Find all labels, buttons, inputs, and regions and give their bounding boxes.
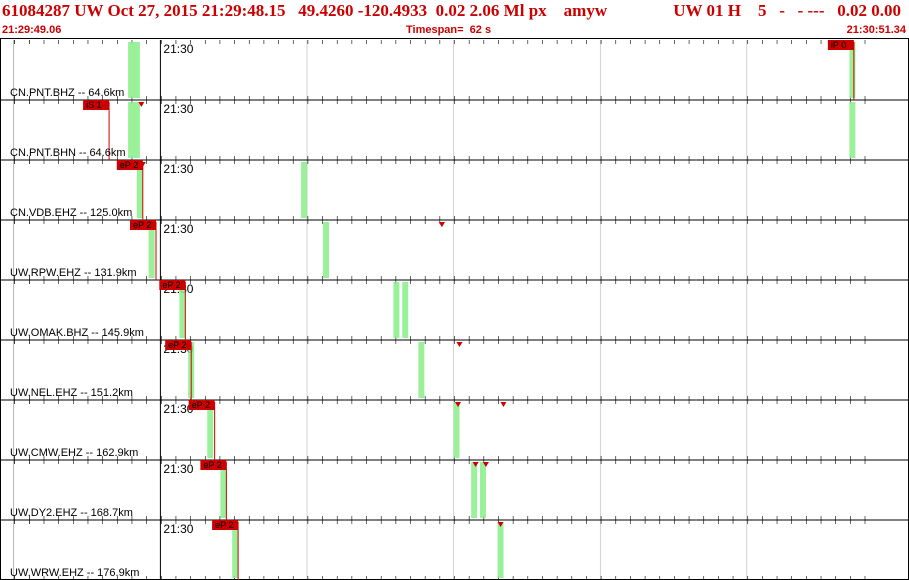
event-id: 61084287 [2,1,70,20]
phase-marker [220,462,227,518]
amplitude-marker [500,402,507,407]
station-label: UW.NEL.EHZ -- 151.2km [10,387,133,399]
phase-marker [128,102,135,158]
pick-flag [165,340,192,350]
phase-marker [479,462,486,518]
phase-marker [471,462,478,518]
station-label: CN.PNT.BHZ -- 64.6km [10,87,124,99]
phase-marker [418,342,425,398]
station-label: UW.OMAK.BHZ -- 145.9km [10,327,144,339]
event-network: UW [74,1,104,20]
amplitude-marker [438,222,445,227]
phase-marker [133,42,140,98]
station-label: UW.CMW.EHZ -- 162.9km [10,447,138,459]
minute-tick-label: 21:30 [163,402,193,416]
pick-label: eP 2 [133,220,151,230]
pick-flag [116,160,143,170]
event-quality: UW 01 H 5 - - --- 0.02 0.00 [673,1,901,20]
amplitude-marker [482,462,489,467]
phase-marker [323,222,330,278]
event-datetime: Oct 27, 2015 21:29:48.15 [107,1,286,20]
phase-marker [453,402,460,458]
minute-tick-label: 21:30 [163,522,193,536]
phase-marker [207,402,214,458]
pick-flag [188,400,215,410]
phase-marker [136,162,143,218]
station-label: UW.RPW.EHZ -- 131.9km [10,267,137,279]
minute-tick-label: 21:30 [163,462,193,476]
minute-tick-label: 21:30 [163,42,193,56]
amplitude-marker [497,522,504,527]
amplitude-marker [456,342,463,347]
station-label: CN.PNT.BHN -- 64.6km [10,147,126,159]
event-depth: 0.02 [435,1,466,20]
timespan-label: Timespan= 62 s [406,24,492,36]
pick-flag [212,520,239,530]
phase-marker [148,222,155,278]
pick-label: eP 2 [192,400,210,410]
pick-label: eP 2 [215,520,233,530]
phase-marker [128,42,135,98]
pick-flag [83,100,110,110]
pick-flag [827,40,854,50]
phase-marker [232,522,239,578]
phase-marker [393,282,400,338]
phase-marker [497,522,504,578]
pick-flag [159,280,186,290]
event-source: amyw [563,1,608,20]
event-summary: 61084287 UW Oct 27, 2015 21:29:48.15 49.… [2,1,607,21]
start-time: 21:29:49.06 [2,24,62,36]
minute-tick-label: 21:30 [163,102,193,116]
seismogram-panel: 21:30 iP 0 CN.PNT.BHZ -- 64.6km 21:30 iS 1 CN… [0,38,909,580]
pick-flag [129,220,156,230]
pick-flag [200,460,227,470]
pick-label: eP 2 [162,280,180,290]
event-lat: 49.4260 [298,1,354,20]
event-lon: -120.4933 [357,1,428,20]
pick-label: eP 2 [168,340,186,350]
event-header: 61084287 UW Oct 27, 2015 21:29:48.15 49.… [0,0,909,40]
pick-label: iS 1 [86,100,102,110]
phase-marker [301,162,308,218]
pick-label: eP 2 [120,160,138,170]
phase-marker [402,282,409,338]
amplitude-marker [455,402,462,407]
phase-marker [179,282,186,338]
event-type: px [528,1,547,20]
phase-marker [849,42,856,98]
minute-tick-label: 21:30 [163,162,193,176]
station-label: UW.WRW.EHZ -- 176.9km [10,567,139,579]
event-mag-type: Ml [503,1,525,20]
amplitude-marker [138,102,145,107]
phase-marker [849,102,856,158]
amplitude-marker [139,162,146,167]
phase-marker [133,102,140,158]
station-label: UW.DY2.EHZ -- 168.7km [10,507,133,519]
event-magnitude: 2.06 [469,1,500,20]
pick-label: eP 2 [203,460,221,470]
minute-tick-label: 21:30 [163,222,193,236]
station-label: CN.VDB.EHZ -- 125.0km [10,207,132,219]
pick-label: iP 0 [831,40,846,50]
end-time: 21:30:51.34 [846,24,906,36]
amplitude-marker [472,462,479,467]
